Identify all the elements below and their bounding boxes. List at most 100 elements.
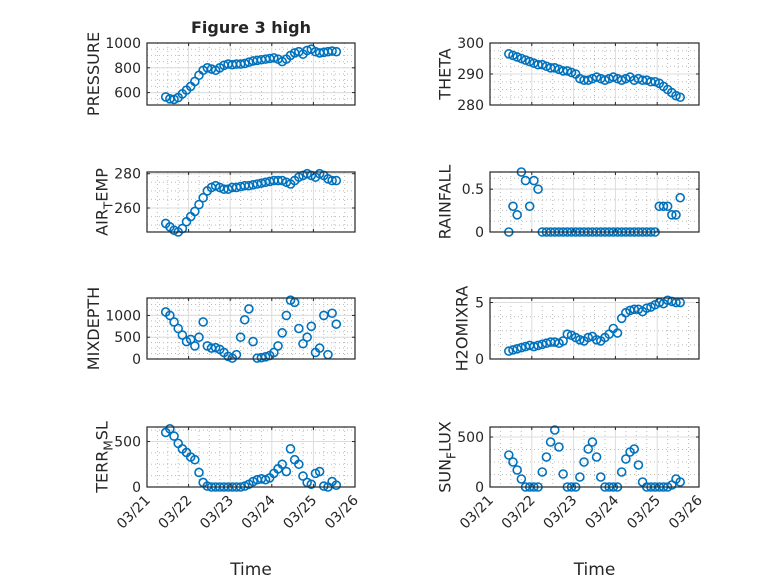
x-tick-label: 03/23 bbox=[197, 493, 237, 533]
data-point bbox=[269, 347, 279, 358]
axes-box bbox=[146, 42, 356, 106]
data-point bbox=[675, 477, 685, 487]
y-tick-label: 0 bbox=[475, 352, 484, 368]
data-point bbox=[318, 310, 329, 321]
x-tick-label: 03/25 bbox=[624, 493, 664, 533]
x-axis-label: Time bbox=[573, 560, 616, 580]
data-point bbox=[633, 460, 644, 470]
plot-area bbox=[147, 427, 355, 487]
data-point bbox=[306, 479, 317, 490]
data-point bbox=[190, 206, 200, 217]
y-axis-label: H2OMIXRA bbox=[453, 286, 472, 372]
y-tick-label: 500 bbox=[457, 430, 484, 446]
data-point bbox=[508, 201, 518, 212]
subplot-8: 03/21 03/22 03/23 03/24 03/25 03/26 0 500SUNFLU… bbox=[436, 421, 706, 580]
data-point bbox=[277, 459, 288, 470]
data-point bbox=[545, 437, 556, 447]
axes-box bbox=[489, 171, 700, 233]
data-point bbox=[248, 336, 258, 347]
data-point bbox=[591, 334, 602, 345]
x-tick-label: 03/26 bbox=[322, 492, 362, 532]
y-axis-label: RAINFALL bbox=[436, 165, 455, 240]
y-tick-label: 0 bbox=[132, 480, 141, 496]
y-label-subscript: M bbox=[102, 440, 116, 450]
x-tick-label: 03/22 bbox=[499, 493, 539, 533]
y-label-main: AIR bbox=[93, 209, 112, 236]
y-tick-label: 0 bbox=[132, 352, 141, 368]
data-point bbox=[575, 334, 585, 345]
data-point bbox=[504, 49, 514, 59]
chart-title: Figure 3 high bbox=[191, 18, 311, 37]
data-point bbox=[658, 201, 669, 212]
data-point bbox=[331, 46, 342, 57]
data-point bbox=[671, 210, 681, 220]
data-point bbox=[169, 431, 179, 441]
data-point bbox=[512, 344, 522, 354]
data-point bbox=[554, 442, 564, 452]
data-point bbox=[549, 425, 560, 435]
data-point bbox=[190, 454, 200, 465]
data-point bbox=[616, 75, 627, 85]
data-point bbox=[327, 175, 337, 186]
y-axis-label: THETA bbox=[436, 48, 455, 100]
data-point bbox=[277, 328, 288, 338]
data-point bbox=[198, 317, 208, 327]
data-point bbox=[562, 66, 573, 76]
data-point bbox=[537, 339, 548, 350]
y-axis-label: SUNFLUX bbox=[436, 421, 459, 493]
data-point bbox=[675, 192, 685, 203]
data-point bbox=[508, 345, 518, 355]
y-tick-label: 300 bbox=[457, 36, 484, 52]
data-point bbox=[294, 323, 304, 334]
data-point bbox=[579, 457, 589, 467]
data-point bbox=[508, 50, 518, 61]
y-axis-label: AIRTEMP bbox=[93, 168, 116, 236]
y-tick-label: 1000 bbox=[105, 308, 141, 324]
data-point bbox=[185, 334, 196, 345]
data-point bbox=[273, 341, 283, 351]
data-point bbox=[314, 343, 325, 353]
data-point bbox=[190, 341, 200, 351]
data-point bbox=[558, 469, 568, 479]
data-point bbox=[318, 481, 329, 491]
data-point bbox=[165, 310, 175, 321]
subplot-7: 03/21 03/22 03/23 03/24 03/25 03/26 0 500TERRMS… bbox=[93, 421, 362, 580]
data-point bbox=[583, 444, 594, 454]
data-point bbox=[675, 92, 685, 103]
y-tick-label: 1000 bbox=[105, 36, 141, 52]
data-point bbox=[641, 303, 652, 313]
data-point bbox=[260, 352, 271, 362]
data-point bbox=[504, 346, 514, 356]
y-tick-label: 290 bbox=[457, 67, 484, 83]
y-axis-label: MIXDEPTH bbox=[84, 287, 103, 370]
y-tick-label: 280 bbox=[114, 167, 141, 183]
data-point bbox=[331, 480, 342, 490]
x-tick-label: 03/21 bbox=[114, 493, 154, 533]
data-point bbox=[558, 336, 568, 346]
data-point bbox=[650, 76, 660, 87]
x-tick-label: 03/22 bbox=[156, 493, 196, 533]
y-label-rest: SL bbox=[93, 421, 112, 440]
data-point bbox=[562, 329, 573, 339]
data-point bbox=[239, 314, 250, 325]
data-point bbox=[537, 467, 548, 477]
x-tick-label: 03/25 bbox=[280, 493, 320, 533]
data-point bbox=[235, 332, 246, 343]
data-point bbox=[173, 323, 183, 334]
axes-box bbox=[146, 297, 356, 360]
y-axis-label: PRESSURE bbox=[84, 32, 103, 116]
y-label-rest: EMP bbox=[93, 168, 112, 202]
y-label-subscript: F bbox=[445, 452, 459, 459]
y-label-subscript: T bbox=[102, 201, 116, 210]
data-point bbox=[327, 46, 337, 56]
data-point bbox=[608, 72, 619, 82]
data-point bbox=[516, 53, 527, 64]
data-point bbox=[198, 192, 208, 203]
y-tick-label: 0 bbox=[475, 225, 484, 241]
data-point bbox=[314, 466, 325, 477]
data-point bbox=[194, 332, 204, 343]
data-point bbox=[566, 67, 577, 78]
